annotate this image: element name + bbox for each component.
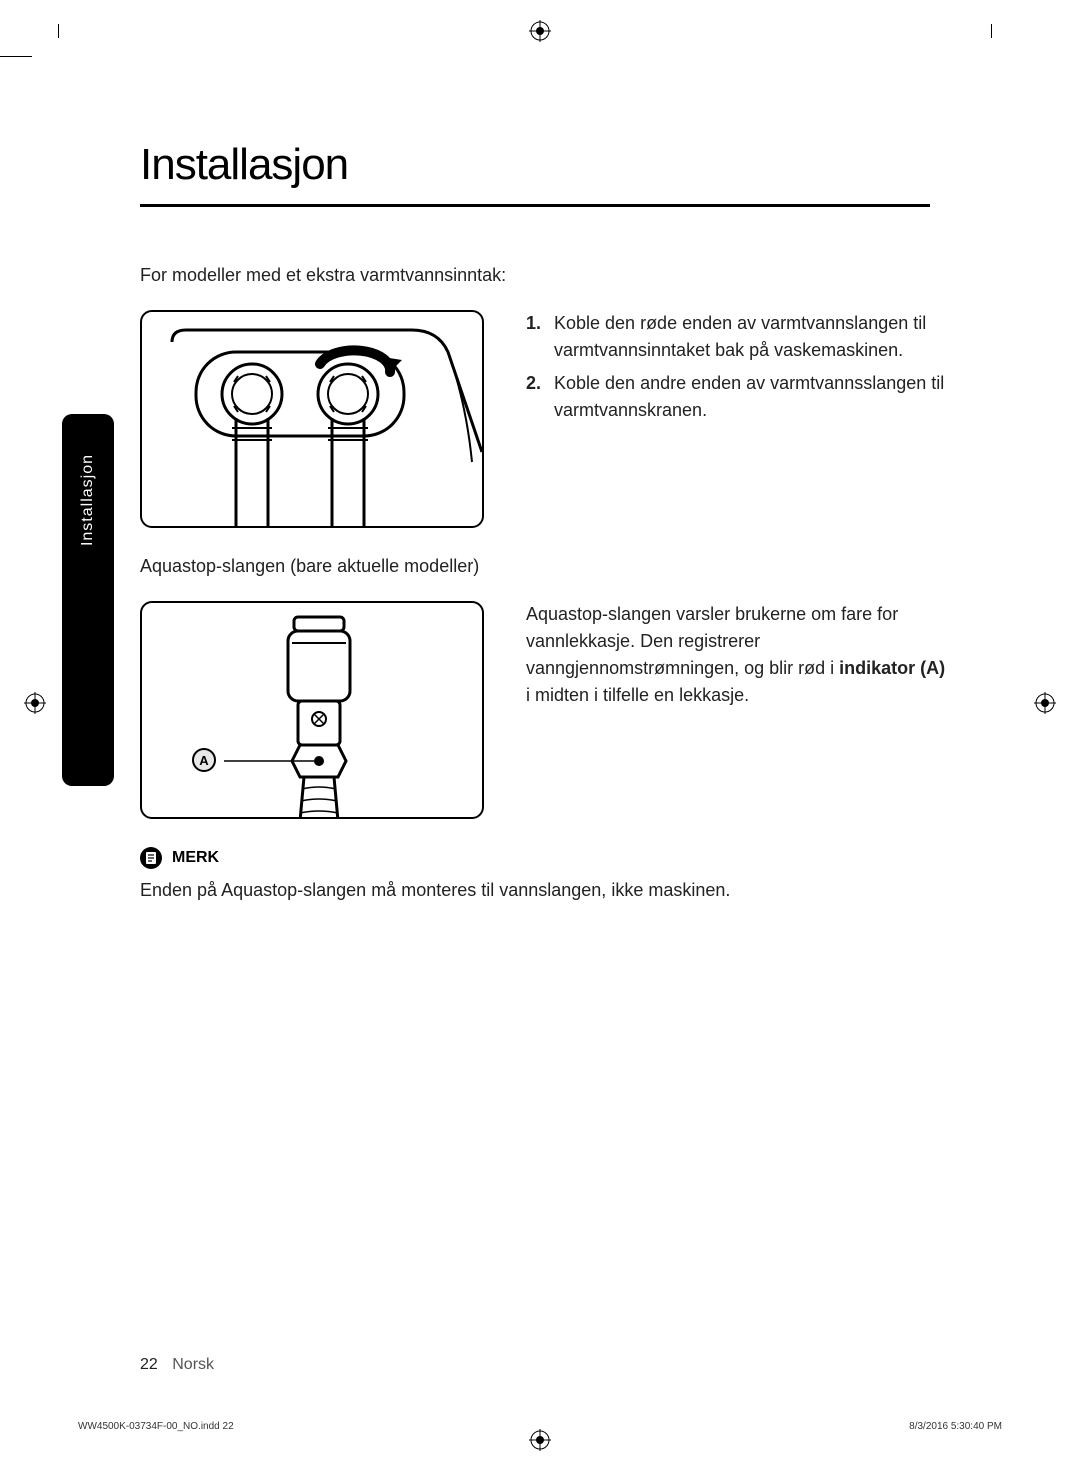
figure-hot-water-inlet [140,310,484,528]
note-section: MERK Enden på Aquastop-slangen må monter… [140,847,950,904]
instruction-list: Koble den røde enden av varmtvannslangen… [526,310,950,528]
section-tab: Installasjon [62,414,114,786]
section2-title: Aquastop-slangen (bare aktuelle modeller… [140,556,950,577]
crop-mark-left [0,56,32,57]
note-header: MERK [140,847,950,869]
registration-mark-bottom-icon [529,1429,551,1456]
figure-aquastop: A [140,601,484,819]
note-label: MERK [172,849,219,867]
registration-mark-top-icon [529,20,551,47]
print-info-left: WW4500K-03734F-00_NO.indd 22 [78,1421,234,1432]
section2-row: A Aquastop-slangen varsler brukerne om f… [140,601,950,819]
note-icon [140,847,162,869]
page-footer: 22 Norsk [140,1356,214,1374]
step-1: Koble den røde enden av varmtvannslangen… [526,310,950,364]
title-rule [140,204,930,207]
note-text: Enden på Aquastop-slangen må monteres ti… [140,877,950,904]
section2-paragraph: Aquastop-slangen varsler brukerne om far… [526,601,950,819]
print-info-right: 8/3/2016 5:30:40 PM [909,1421,1002,1432]
section2-text-post: i midten i tilfelle en lekkasje. [526,685,749,705]
page-number: 22 [140,1356,158,1373]
footer-language: Norsk [172,1356,214,1373]
section2-bold: indikator (A) [839,658,945,678]
registration-mark-left-icon [24,692,46,719]
registration-mark-right-icon [1034,692,1056,719]
figure-label-a: A [192,748,216,772]
section1-intro: For modeller med et ekstra varmtvannsinn… [140,265,950,286]
section-tab-label: Installasjon [79,454,97,546]
section1-row: Koble den røde enden av varmtvannslangen… [140,310,950,528]
page-title: Installasjon [140,140,950,190]
page-content: Installasjon For modeller med et ekstra … [140,140,950,904]
step-2: Koble den andre enden av varmtvannsslang… [526,370,950,424]
